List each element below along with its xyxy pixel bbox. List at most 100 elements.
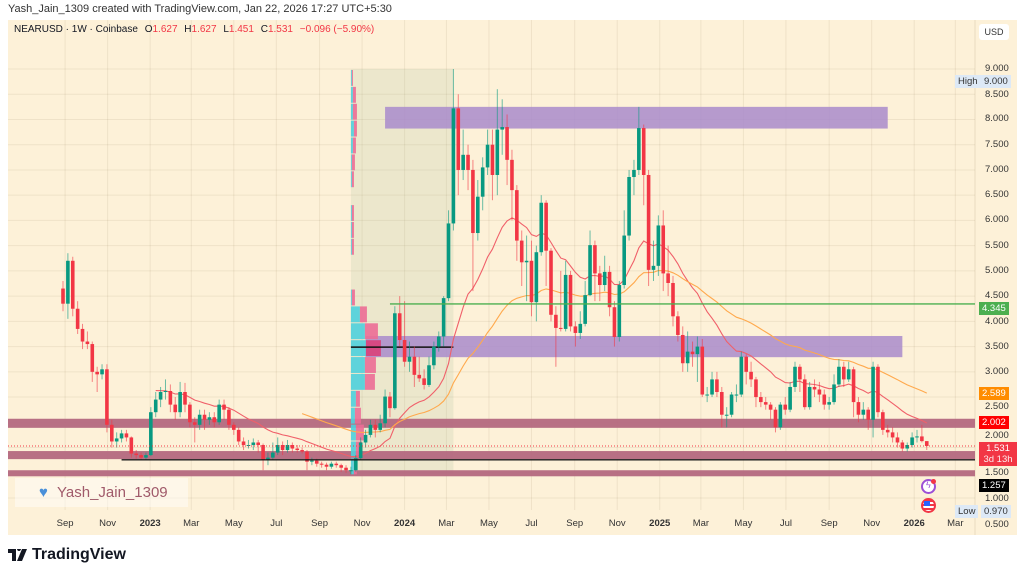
candle-body bbox=[188, 404, 192, 423]
candle-body bbox=[856, 402, 861, 415]
candle-body bbox=[412, 356, 417, 375]
candle-body bbox=[324, 464, 329, 467]
candle bbox=[407, 341, 412, 372]
candle bbox=[524, 235, 529, 302]
candle bbox=[446, 210, 451, 302]
candle bbox=[802, 374, 807, 410]
candle bbox=[793, 361, 797, 393]
candle-body bbox=[661, 225, 666, 274]
candle-body bbox=[920, 436, 924, 442]
candle-body bbox=[617, 285, 622, 337]
candle bbox=[695, 336, 700, 382]
candle bbox=[651, 240, 656, 281]
open-value: O1.627 bbox=[145, 24, 178, 35]
us-flag-icon[interactable] bbox=[921, 498, 936, 513]
candle bbox=[539, 195, 544, 256]
candle-body bbox=[319, 463, 324, 465]
candle-body bbox=[110, 424, 114, 442]
volume-profile-up-bar bbox=[350, 221, 352, 238]
low-value: L1.451 bbox=[223, 24, 254, 35]
candle bbox=[739, 351, 744, 398]
candle bbox=[153, 392, 158, 418]
price-tick-label: 7.500 bbox=[985, 138, 1009, 150]
candle-body bbox=[837, 366, 841, 385]
candle-body bbox=[241, 441, 246, 446]
candle-body bbox=[549, 250, 553, 315]
candle-body bbox=[383, 396, 387, 424]
candle-body bbox=[173, 404, 178, 413]
close-value: C1.531 bbox=[261, 24, 293, 35]
symbol-legend[interactable]: NEARUSD · 1W · Coinbase O1.627 H1.627 L1… bbox=[14, 24, 378, 35]
candle-body bbox=[700, 346, 705, 395]
volume-profile-down-bar bbox=[352, 103, 357, 120]
candle-body bbox=[734, 394, 739, 396]
candle bbox=[339, 463, 343, 472]
price-tick-label: 2.500 bbox=[985, 400, 1009, 412]
symbol-title[interactable]: NEARUSD · 1W · Coinbase bbox=[14, 24, 138, 35]
candle-body bbox=[334, 463, 339, 466]
candle bbox=[876, 364, 880, 418]
candle-body bbox=[329, 463, 334, 467]
candle bbox=[134, 450, 138, 459]
candle-body bbox=[61, 288, 65, 304]
candle bbox=[149, 407, 153, 457]
candle bbox=[354, 455, 358, 472]
candle bbox=[334, 461, 339, 468]
candle-body bbox=[368, 424, 373, 435]
support-line-price-label: 1.257 bbox=[979, 479, 1009, 493]
tradingview-logo[interactable]: TradingView bbox=[8, 546, 126, 564]
candle bbox=[861, 402, 866, 420]
candle bbox=[70, 256, 75, 317]
candle bbox=[183, 382, 187, 413]
candle-body bbox=[612, 307, 617, 337]
time-tick-label: Nov bbox=[99, 518, 117, 529]
candle-body bbox=[924, 441, 929, 446]
candle-body bbox=[759, 397, 763, 403]
candle bbox=[202, 409, 207, 430]
candle-body bbox=[871, 366, 875, 420]
candle-body bbox=[778, 404, 783, 428]
chart-panel[interactable] bbox=[8, 20, 1017, 535]
candle bbox=[700, 339, 705, 398]
candle bbox=[271, 442, 275, 461]
candle-body bbox=[261, 445, 265, 461]
volume-profile-down-bar bbox=[351, 171, 354, 188]
candle bbox=[290, 442, 295, 453]
candle-body bbox=[153, 399, 158, 413]
candle-body bbox=[378, 423, 382, 430]
candle-body bbox=[490, 144, 495, 175]
candle bbox=[358, 437, 363, 461]
candle-body bbox=[192, 422, 197, 425]
candle-body bbox=[710, 379, 714, 395]
candle-body bbox=[656, 225, 661, 266]
lightning-icon[interactable]: ϟ bbox=[921, 479, 936, 494]
candle-body bbox=[344, 467, 348, 471]
price-tick-label: 6.000 bbox=[985, 214, 1009, 226]
candle-body bbox=[558, 327, 563, 329]
candle-body bbox=[373, 424, 378, 430]
currency-button[interactable]: USD bbox=[979, 24, 1009, 40]
candle bbox=[822, 389, 827, 410]
candle bbox=[510, 149, 514, 221]
candle bbox=[261, 443, 265, 471]
candle bbox=[529, 240, 534, 317]
candle bbox=[66, 253, 70, 319]
candle bbox=[329, 461, 334, 469]
candle bbox=[280, 441, 285, 456]
drawn-lines bbox=[8, 303, 975, 461]
candle-body bbox=[832, 384, 836, 403]
resistance-zone bbox=[365, 335, 903, 358]
candle bbox=[710, 371, 714, 398]
candle bbox=[266, 452, 270, 466]
volume-profile-up-bar bbox=[350, 238, 352, 255]
volume-profile-down-bar bbox=[364, 373, 375, 390]
volume-profile-down-bar bbox=[351, 205, 354, 221]
price-tick-label: 9.000 bbox=[985, 63, 1009, 74]
candle bbox=[627, 169, 631, 241]
candle bbox=[402, 301, 407, 367]
candle-body bbox=[598, 273, 602, 286]
volume-profile-up-bar bbox=[350, 120, 354, 137]
time-tick-label: Nov bbox=[353, 518, 371, 529]
volume-profile-down-bar bbox=[365, 340, 381, 357]
